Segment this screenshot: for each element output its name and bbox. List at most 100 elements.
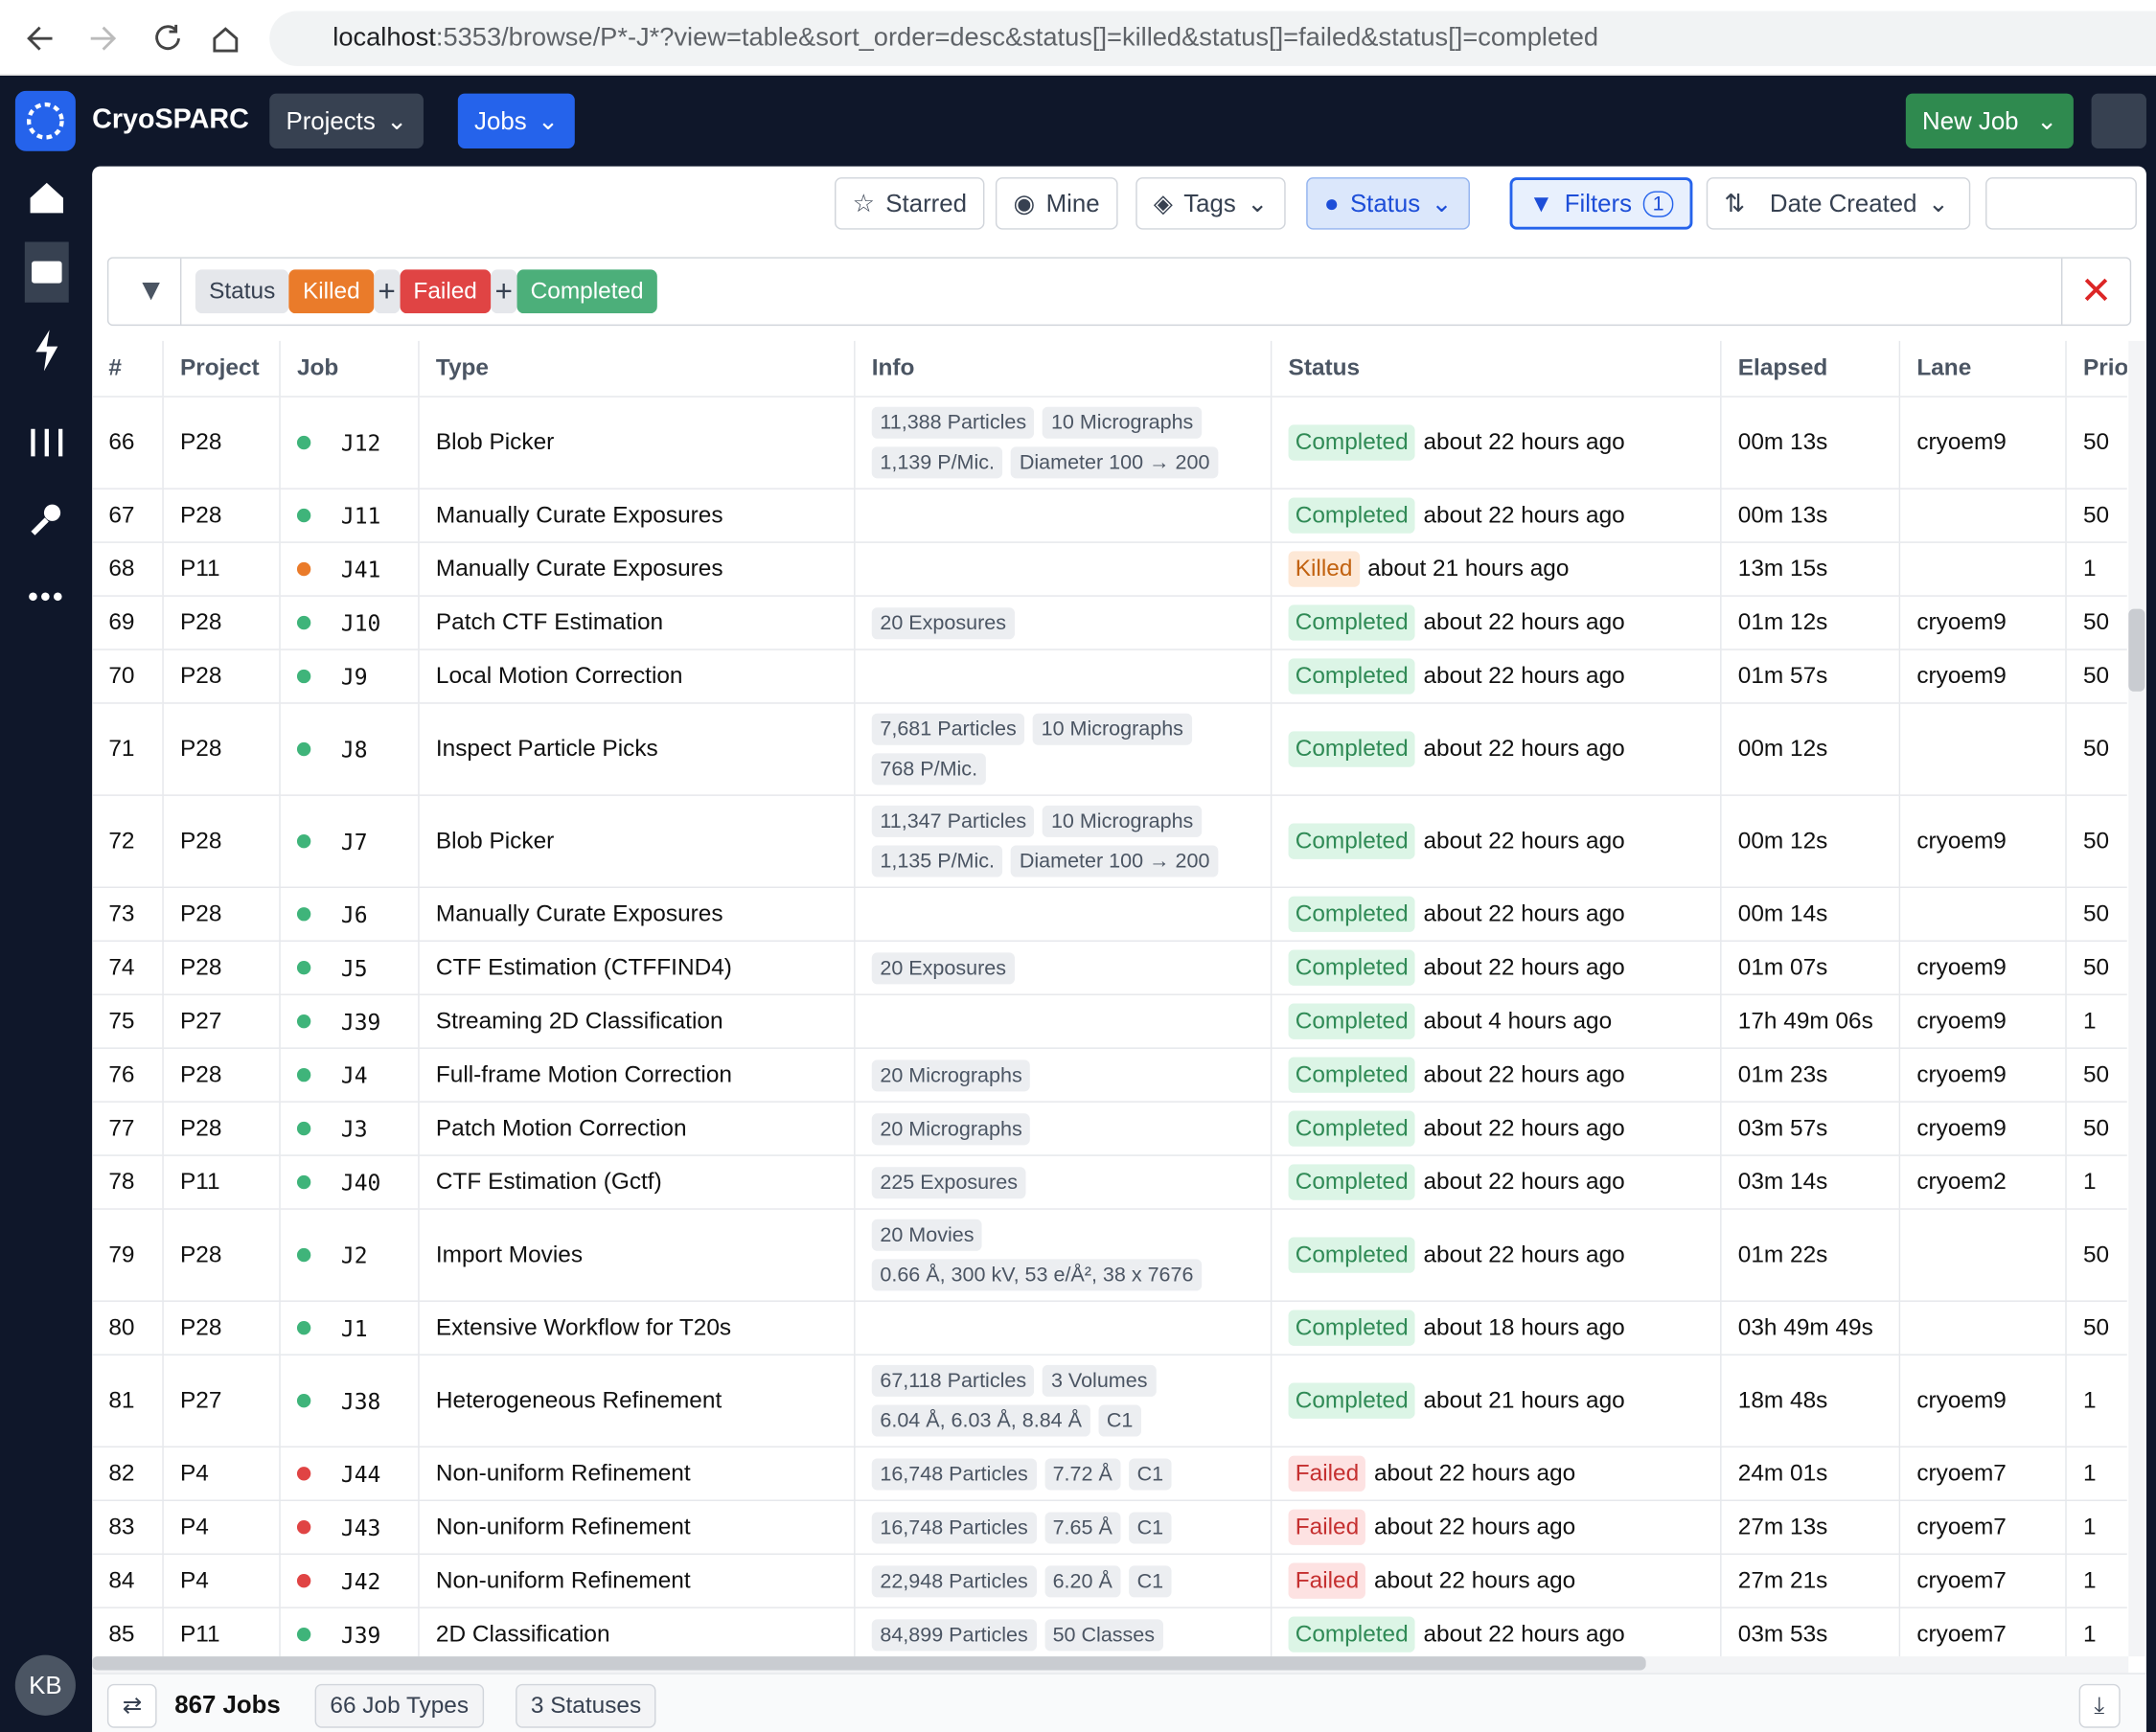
status-button[interactable]: ● Status ⌄ [1306,177,1470,230]
job-row[interactable]: 67 P28 J11 Manually Curate Exposures Complet… [92,489,2127,543]
job-id: J2 [340,1242,368,1268]
cell: J12 [281,397,420,489]
cell: 50 [2067,888,2127,941]
filter-label: Status [195,269,289,314]
sidebar-icons[interactable] [24,176,69,630]
cell: cryoem9 [1900,1048,2067,1102]
info-tag: 7.72 Å [1044,1457,1121,1490]
job-row[interactable]: 74 P28 J5 CTF Estimation (CTFFIND4) 20 Expos… [92,941,2127,995]
status-time: about 22 hours ago [1423,662,1625,689]
status-badge: Completed [1288,896,1415,932]
address-bar[interactable]: localhost:5353/browse/P*-J*?view=table&s… [269,11,2156,66]
project: P11 [179,1620,220,1648]
status-badge: Completed [1288,731,1415,767]
cell: 70 [92,650,164,703]
filters-button[interactable]: ▼ Filters 1 [1509,177,1693,230]
cell: 68 [92,542,164,596]
job-row[interactable]: 83 P4 J43 Non-uniform Refinement 16,748 Part… [92,1500,2127,1555]
status-time: about 22 hours ago [1423,827,1625,855]
mine-button[interactable]: ◉ Mine [995,177,1118,230]
cell: 1 [2067,1447,2127,1500]
job-row[interactable]: 66 P28 J12 Blob Picker 11,388 Particles 10 Mi… [92,397,2127,490]
job-row[interactable]: 76 P28 J4 Full-frame Motion Correction 20 Mi… [92,1048,2127,1103]
cell: cryoem7 [1900,1447,2067,1500]
job-row[interactable]: 68 P11 J41 Manually Curate Exposures Killed a… [92,542,2127,597]
status-badge: Failed [1288,1455,1366,1492]
new-job-button[interactable]: New Job ⌄ [1905,93,2075,148]
cell: Completed about 22 hours ago [1272,1607,1722,1657]
status-time: about 22 hours ago [1423,608,1625,635]
view-switcher[interactable] [1985,177,2137,230]
job-row[interactable]: 72 P28 J7 Blob Picker 11,347 Particles 10 Mic… [92,795,2127,888]
download-button[interactable]: ⤓ [2078,1683,2120,1728]
cell: Heterogeneous Refinement [420,1355,856,1447]
cell: 27m 21s [1722,1554,1901,1607]
job-row[interactable]: 70 P28 J9 Local Motion Correction Completed a… [92,650,2127,704]
job-row[interactable]: 75 P27 J39 Streaming 2D Classification Compl… [92,994,2127,1049]
row-number: 71 [108,735,135,762]
elapsed: 00m 14s [1737,900,1828,927]
lane: cryoem9 [1916,428,2007,455]
lane: cryoem9 [1916,608,2007,635]
cell [1900,703,2067,795]
cell: Inspect Particle Picks [420,703,856,795]
cell: cryoem2 [1900,1155,2067,1209]
priority: 50 [2082,735,2110,762]
status-time: about 22 hours ago [1423,953,1625,981]
job-row[interactable]: 80 P28 J1 Extensive Workflow for T20s Comple… [92,1301,2127,1356]
avatar[interactable]: KB [14,1654,76,1716]
project: P28 [179,953,222,981]
job-row[interactable]: 69 P28 J10 Patch CTF Estimation 20 Exposures… [92,596,2127,650]
info-tag: 10 Micrographs [1043,406,1202,439]
job-row[interactable]: 79 P28 J2 Import Movies 20 Movies 0.66 Å, 300… [92,1209,2127,1302]
exit-button[interactable] [2091,93,2146,148]
row-number: 80 [108,1313,135,1341]
job-row[interactable]: 81 P27 J38 Heterogeneous Refinement 67,118 P… [92,1355,2127,1448]
cell: 74 [92,941,164,994]
h-scrollbar[interactable] [92,1656,2129,1674]
cell: Patch CTF Estimation [420,596,856,650]
job-row[interactable]: 84 P4 J42 Non-uniform Refinement 22,948 Part… [92,1554,2127,1608]
lane: cryoem9 [1916,953,2007,981]
job-row[interactable]: 73 P28 J6 Manually Curate Exposures Complete… [92,887,2127,942]
starred-label: Starred [885,189,968,217]
sort-button[interactable]: ⇅ Date Created ⌄ [1706,177,1971,230]
info-tags: 20 Exposures [871,606,1015,639]
cell: Non-uniform Refinement [420,1447,856,1500]
job-row[interactable]: 78 P11 J40 CTF Estimation (Gctf) 225 Exposur… [92,1155,2127,1210]
jobs-menu[interactable]: Jobs ⌄ [457,93,575,148]
scrollbar[interactable] [2128,340,2145,1657]
status-badge: Completed [1288,1382,1415,1419]
cell: cryoem9 [1900,795,2067,887]
clear-filters[interactable]: ✕ [2060,258,2130,325]
cell: Completed about 22 hours ago [1272,1209,1722,1301]
priority: 1 [2082,1566,2097,1594]
cell: 01m 23s [1722,1048,1901,1102]
starred-button[interactable]: ☆ Starred [835,177,985,230]
projects-menu[interactable]: Projects ⌄ [269,93,424,148]
column-header: # [92,340,164,397]
swap-button[interactable]: ⇄ [106,1683,157,1728]
status-badge: Completed [1288,1237,1415,1273]
status-time: about 21 hours ago [1367,555,1570,581]
browser-controls[interactable] [25,22,259,55]
status-badge: Failed [1288,1509,1366,1545]
elapsed: 01m 12s [1737,608,1828,635]
statuses[interactable]: 3 Statuses [516,1683,656,1728]
job-row[interactable]: 82 P4 J44 Non-uniform Refinement 16,748 Part… [92,1447,2127,1501]
job-types[interactable]: 66 Job Types [314,1683,484,1728]
job-type: Patch CTF Estimation [435,608,664,635]
cell: P28 [164,1301,281,1355]
job-row[interactable]: 71 P28 J8 Inspect Particle Picks 7,681 Parti… [92,703,2127,796]
cell: 50 [2067,704,2127,795]
tags-button[interactable]: ◈ Tags ⌄ [1135,177,1286,230]
info-tag: 20 Micrographs [871,1112,1031,1145]
job-row[interactable]: 85 P11 J39 2D Classification 84,899 Particle… [92,1607,2127,1657]
status-dot [296,1067,311,1082]
cell: Full-frame Motion Correction [420,1048,856,1102]
job-row[interactable]: 77 P28 J3 Patch Motion Correction 20 Microgr… [92,1102,2127,1156]
cell: 1 [2067,1555,2127,1607]
column-header: Lane [1900,340,2067,397]
row-number: 66 [108,428,135,455]
row-number: 78 [108,1168,135,1195]
